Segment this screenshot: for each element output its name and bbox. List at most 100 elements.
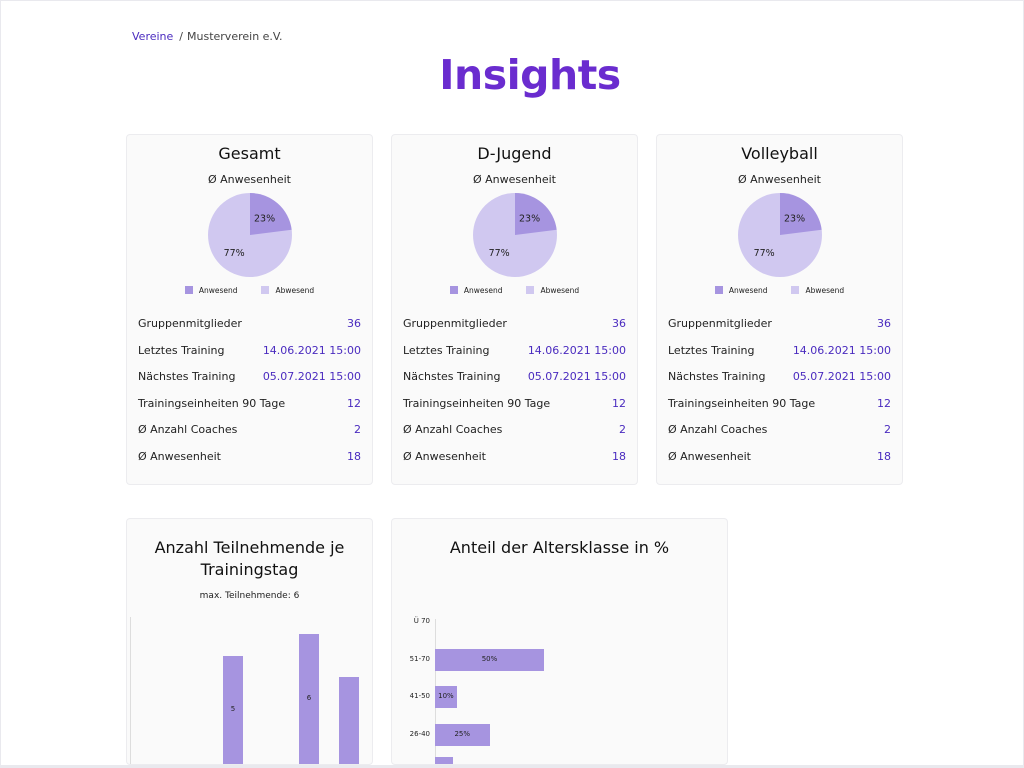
stat-value: 12 bbox=[347, 396, 361, 410]
legend-label: Abwesend bbox=[275, 286, 315, 295]
breadcrumb-current: Musterverein e.V. bbox=[187, 30, 283, 43]
bar-label: 10% bbox=[438, 692, 454, 700]
stat-row: Ø Anzahl Coaches 2 bbox=[138, 423, 361, 450]
stat-row: Gruppenmitglieder 36 bbox=[668, 317, 891, 344]
pie-slice-present bbox=[514, 193, 557, 235]
legend-swatch bbox=[261, 286, 270, 294]
legend-item-absent[interactable]: Abwesend bbox=[261, 286, 314, 295]
legend-item-present[interactable]: Anwesend bbox=[184, 286, 238, 295]
stat-value: 18 bbox=[612, 449, 626, 463]
stat-label: Letztes Training bbox=[668, 343, 755, 357]
legend-label: Abwesend bbox=[805, 286, 845, 295]
stat-label: Ø Anwesenheit bbox=[138, 449, 221, 463]
chart-title: Anzahl Teilnehmende je Trainingstag bbox=[154, 538, 345, 579]
stat-label: Ø Anwesenheit bbox=[668, 449, 751, 463]
pie-label-present: 23% bbox=[518, 213, 539, 224]
stat-label: Trainingseinheiten 90 Tage bbox=[403, 396, 551, 410]
pie-title: Ø Anwesenheit bbox=[473, 173, 556, 186]
stat-row: Ø Anzahl Coaches 2 bbox=[668, 423, 891, 450]
stat-label: Nächstes Training bbox=[403, 370, 501, 383]
stat-value: 14.06.2021 15:00 bbox=[527, 343, 626, 357]
stat-row: Letztes Training 14.06.2021 15:00 bbox=[403, 344, 626, 371]
breadcrumb: Vereine / Musterverein e.V. bbox=[132, 30, 283, 43]
stat-label: Nächstes Training bbox=[138, 370, 236, 383]
group-title: Volleyball bbox=[741, 144, 818, 163]
stat-row: Ø Anwesenheit 18 bbox=[403, 450, 626, 477]
stat-row: Nächstes Training 05.07.2021 15:00 bbox=[403, 370, 626, 397]
breadcrumb-separator: / bbox=[179, 30, 184, 43]
legend-label: Anwesend bbox=[198, 286, 238, 295]
category-label: 51-70 bbox=[409, 655, 430, 663]
attendance-pie: 23% 77% bbox=[207, 193, 292, 277]
legend-item-present[interactable]: Anwesend bbox=[449, 286, 503, 295]
stat-label: Ø Anwesenheit bbox=[403, 449, 486, 463]
pie-label-absent: 77% bbox=[223, 248, 244, 259]
stat-label: Ø Anzahl Coaches bbox=[403, 423, 503, 436]
stats-list: Gruppenmitglieder 36 Letztes Training 14.06… bbox=[138, 317, 361, 476]
pie-label-present: 23% bbox=[783, 213, 804, 224]
breadcrumb-vereine-link[interactable]: Vereine bbox=[132, 30, 174, 43]
stat-value: 14.06.2021 15:00 bbox=[262, 343, 361, 357]
legend-swatch bbox=[184, 286, 193, 294]
stat-value: 2 bbox=[354, 423, 361, 436]
bar bbox=[223, 655, 243, 764]
stat-row: Ø Anzahl Coaches 2 bbox=[403, 423, 626, 450]
stat-row: Ø Anwesenheit 18 bbox=[668, 450, 891, 477]
stat-label: Gruppenmitglieder bbox=[403, 317, 507, 330]
category-label: Ü 70 bbox=[413, 617, 430, 625]
stat-label: Gruppenmitglieder bbox=[668, 317, 772, 330]
bar-label: 50% bbox=[481, 655, 498, 663]
stat-value: 05.07.2021 15:00 bbox=[527, 370, 626, 383]
stats-list: Gruppenmitglieder 36 Letztes Training 14.06… bbox=[403, 317, 626, 476]
participants-chart-card: Anzahl Teilnehmende je Trainingstag max.… bbox=[126, 518, 373, 765]
legend-swatch bbox=[791, 286, 800, 294]
pie-slice-present bbox=[249, 193, 292, 235]
bar bbox=[435, 686, 457, 708]
stat-value: 2 bbox=[619, 423, 626, 436]
stat-row: Gruppenmitglieder 36 bbox=[138, 317, 361, 344]
stat-label: Nächstes Training bbox=[668, 370, 766, 383]
stat-row: Trainingseinheiten 90 Tage 12 bbox=[668, 397, 891, 424]
bar bbox=[435, 724, 490, 746]
stat-value: 18 bbox=[347, 449, 361, 463]
stat-value: 36 bbox=[612, 317, 626, 330]
stat-value: 2 bbox=[884, 423, 891, 436]
stat-row: Trainingseinheiten 90 Tage 12 bbox=[403, 397, 626, 424]
stat-row: Ø Anwesenheit 18 bbox=[138, 450, 361, 477]
stats-list: Gruppenmitglieder 36 Letztes Training 14.06… bbox=[668, 317, 891, 476]
legend-swatch bbox=[714, 286, 723, 294]
pie-slice-present bbox=[779, 193, 822, 235]
stat-label: Letztes Training bbox=[138, 343, 225, 357]
stat-row: Letztes Training 14.06.2021 15:00 bbox=[138, 344, 361, 371]
legend-label: Anwesend bbox=[463, 286, 503, 295]
stat-label: Trainingseinheiten 90 Tage bbox=[138, 396, 286, 410]
stat-value: 12 bbox=[612, 396, 626, 410]
stat-row: Nächstes Training 05.07.2021 15:00 bbox=[138, 370, 361, 397]
bar bbox=[299, 634, 319, 764]
stat-value: 05.07.2021 15:00 bbox=[262, 370, 361, 383]
pie-title: Ø Anwesenheit bbox=[738, 173, 821, 186]
bar-label: 25% bbox=[454, 730, 471, 738]
y-axis bbox=[130, 617, 131, 764]
attendance-pie: 23% 77% bbox=[737, 193, 822, 277]
legend-swatch bbox=[526, 286, 535, 294]
attendance-pie: 23% 77% bbox=[472, 193, 557, 277]
stat-value: 36 bbox=[347, 317, 361, 330]
bar bbox=[435, 649, 544, 671]
stat-value: 36 bbox=[877, 317, 891, 330]
pie-legend: Anwesend Abwesend bbox=[392, 286, 637, 295]
legend-item-absent[interactable]: Abwesend bbox=[791, 286, 844, 295]
legend-item-absent[interactable]: Abwesend bbox=[526, 286, 579, 295]
bar-label: 6 bbox=[306, 694, 312, 702]
group-card: Volleyball Ø Anwesenheit 23% 77% Anwesen… bbox=[656, 134, 903, 485]
stat-value: 18 bbox=[877, 449, 891, 463]
stat-label: Ø Anzahl Coaches bbox=[138, 423, 238, 436]
chart-subtitle: max. Teilnehmende: 6 bbox=[199, 591, 300, 601]
category-label: 26-40 bbox=[409, 730, 430, 738]
pie-title: Ø Anwesenheit bbox=[208, 173, 291, 186]
stat-row: Trainingseinheiten 90 Tage 12 bbox=[138, 397, 361, 424]
page-title: Insights bbox=[439, 51, 621, 99]
legend-item-present[interactable]: Anwesend bbox=[714, 286, 767, 295]
bar-label: 5 bbox=[230, 704, 236, 713]
